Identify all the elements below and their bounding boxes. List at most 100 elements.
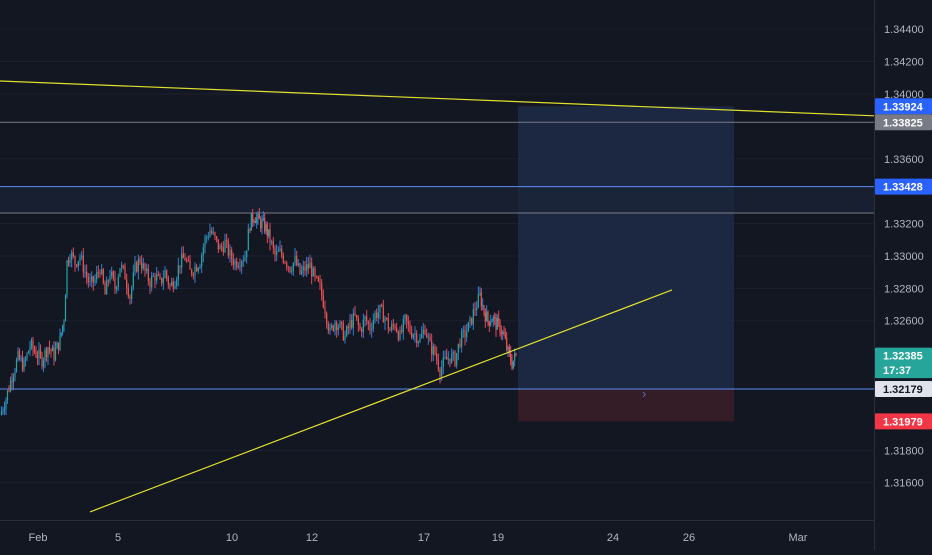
candle-body <box>117 276 119 287</box>
candle-body <box>96 272 98 280</box>
candle-body <box>42 360 45 367</box>
candle-body <box>507 347 509 350</box>
price-label-text: 1.32385 <box>883 351 923 363</box>
candle-body <box>217 239 219 250</box>
candle-body <box>414 333 416 335</box>
time-axis[interactable]: Feb 5 10 12 17 19 24 26 Mar <box>29 532 808 544</box>
y-tick-label: 1.31800 <box>884 445 924 457</box>
price-axis[interactable]: 1.34400 1.34200 1.34000 1.33600 1.33200 1.330… <box>884 24 924 490</box>
candle-body <box>72 252 74 257</box>
candle-body <box>149 281 151 288</box>
candle-body <box>268 229 270 236</box>
candle-body <box>241 261 243 267</box>
candle-body <box>284 262 286 263</box>
candle-body <box>464 329 466 338</box>
candle-body <box>377 312 379 318</box>
candle-body <box>144 263 146 271</box>
candle-body <box>256 217 258 224</box>
candle-body <box>439 369 441 377</box>
candle-body <box>41 354 43 367</box>
candle-body <box>394 325 396 328</box>
candle-body <box>39 349 42 355</box>
x-tick-label: 5 <box>115 532 121 544</box>
candle-body <box>202 247 204 256</box>
candle-body <box>316 276 318 277</box>
candle-body <box>444 356 446 358</box>
candle-body <box>490 322 492 326</box>
candle-body <box>379 304 381 313</box>
candle-body <box>216 236 218 240</box>
candle-body <box>344 335 346 340</box>
trendline[interactable] <box>0 80 875 117</box>
candle-body <box>201 255 203 267</box>
candle-body <box>402 319 404 332</box>
price-label-text: 1.33924 <box>883 101 924 113</box>
candle-body <box>38 349 40 359</box>
candle-body <box>196 266 198 272</box>
candle-body <box>97 272 99 274</box>
trendline[interactable] <box>89 289 673 513</box>
range-zone[interactable] <box>0 186 874 214</box>
candle-body <box>416 333 418 344</box>
candle-body <box>141 262 143 269</box>
candle-body <box>314 268 316 277</box>
position-tool[interactable] <box>0 106 874 422</box>
candle-body <box>121 265 123 269</box>
candle-body <box>261 219 263 228</box>
candle-body <box>488 321 490 326</box>
candle-body <box>194 266 196 276</box>
candle-body <box>457 343 459 354</box>
candle-body <box>451 353 453 363</box>
candle-body <box>292 262 294 272</box>
candle-body <box>250 213 252 231</box>
candle-body <box>512 360 514 369</box>
trendlines[interactable] <box>0 80 875 513</box>
candle-body <box>476 307 478 310</box>
candle-body <box>169 284 171 286</box>
candle-body <box>296 255 298 266</box>
price-label-text: 1.33825 <box>883 117 923 129</box>
candle-body <box>467 322 469 332</box>
candle-body <box>207 236 209 238</box>
candle-body <box>14 371 16 377</box>
candle-body <box>112 271 114 279</box>
candle-body <box>306 264 308 272</box>
candle-body <box>35 351 37 357</box>
candle-body <box>307 264 309 269</box>
candle-body <box>124 266 126 280</box>
candle-body <box>272 241 274 248</box>
candle-body <box>166 270 168 278</box>
candle-body <box>327 323 329 331</box>
candle-body <box>60 332 62 336</box>
candle-body <box>64 295 67 322</box>
candle-body <box>181 253 183 268</box>
candle-body <box>209 230 211 237</box>
candle-body <box>206 237 208 238</box>
candle-body <box>172 281 174 289</box>
candle-body <box>21 358 24 371</box>
stop-zone[interactable] <box>518 388 734 422</box>
price-label-text: 1.32179 <box>883 384 923 396</box>
candle-body <box>354 313 356 315</box>
horizontal-lines[interactable] <box>0 121 874 390</box>
candle-body <box>447 358 449 360</box>
candle-body <box>33 349 36 352</box>
target-zone[interactable] <box>518 106 734 389</box>
candle-body <box>127 287 129 297</box>
price-label-bg <box>875 380 932 397</box>
candle-body <box>15 359 18 372</box>
candle-body <box>442 357 444 367</box>
candle-body <box>311 262 313 277</box>
candle-body <box>132 272 134 288</box>
candle-body <box>434 346 436 354</box>
candle-body <box>44 349 46 361</box>
candle-body <box>53 346 55 360</box>
candle-body <box>237 266 239 268</box>
candle-body <box>500 332 502 334</box>
candle-body <box>421 333 423 338</box>
x-tick-label: 10 <box>226 532 238 544</box>
candle-body <box>224 240 226 253</box>
candle-body <box>156 274 158 281</box>
